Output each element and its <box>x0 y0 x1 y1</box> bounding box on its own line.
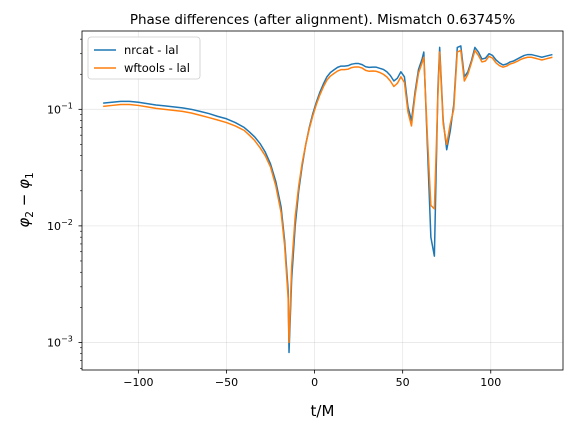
x-tick-label: −50 <box>215 376 238 389</box>
chart-title: Phase differences (after alignment). Mis… <box>130 12 515 28</box>
x-tick-label: 50 <box>396 376 410 389</box>
legend-label: wftools - lal <box>124 61 190 75</box>
x-axis-label: t/M <box>311 402 335 420</box>
x-tick-label: −100 <box>123 376 153 389</box>
x-tick-label: 0 <box>311 376 318 389</box>
y-label-phi-a: φ <box>15 218 33 228</box>
y-tick-base: 10 <box>47 336 61 349</box>
y-label-sub-2: 2 <box>24 211 36 218</box>
y-label-phi-b: φ <box>15 179 33 189</box>
y-tick-exponent: −3 <box>61 334 73 343</box>
legend: nrcat - lal wftools - lal <box>88 37 200 79</box>
y-tick-exponent: −2 <box>61 218 73 227</box>
y-tick-exponent: −1 <box>61 101 73 110</box>
y-label-sub-1: 1 <box>24 172 36 179</box>
y-label-minus: − <box>15 189 33 211</box>
x-tick-label: 100 <box>480 376 501 389</box>
legend-label: nrcat - lal <box>124 43 179 57</box>
y-axis-label: φ2 − φ1 <box>15 172 36 227</box>
y-tick-base: 10 <box>47 103 61 116</box>
y-tick-base: 10 <box>47 220 61 233</box>
